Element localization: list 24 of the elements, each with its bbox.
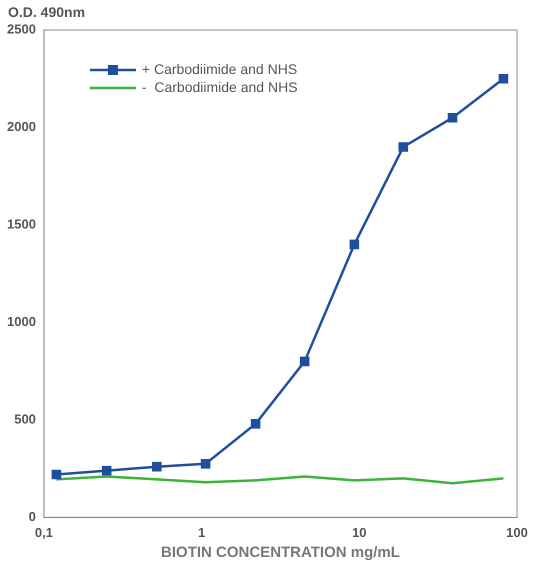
x-tick-label: 10 bbox=[352, 524, 367, 540]
legend-label: + Carbodiimide and NHS bbox=[142, 60, 298, 77]
point bbox=[300, 356, 310, 366]
y-tick-label: 1500 bbox=[7, 216, 36, 232]
x-tick-label: 100 bbox=[506, 524, 528, 540]
point bbox=[52, 470, 62, 480]
point bbox=[250, 419, 260, 429]
y-tick-label: 500 bbox=[14, 412, 36, 426]
point bbox=[448, 112, 458, 123]
y-tick-label: 0 bbox=[28, 508, 36, 524]
point bbox=[498, 74, 508, 84]
y-tick-label: 2500 bbox=[7, 22, 36, 37]
legend-label: - Carbodiimide and NHS bbox=[142, 78, 298, 95]
y-tick-label: 2000 bbox=[7, 119, 36, 134]
y-axis-title: O.D. 490nm bbox=[8, 4, 86, 20]
x-tick-label: 0,1 bbox=[34, 524, 53, 540]
x-tick-label: 1 bbox=[198, 524, 206, 540]
y-tick-label: 1000 bbox=[7, 314, 36, 330]
point bbox=[152, 462, 162, 472]
x-axis-title: BIOTIN CONCENTRATION mg/mL bbox=[161, 544, 400, 562]
point bbox=[350, 240, 360, 250]
point bbox=[102, 466, 112, 476]
point bbox=[398, 142, 408, 152]
point bbox=[200, 459, 210, 469]
